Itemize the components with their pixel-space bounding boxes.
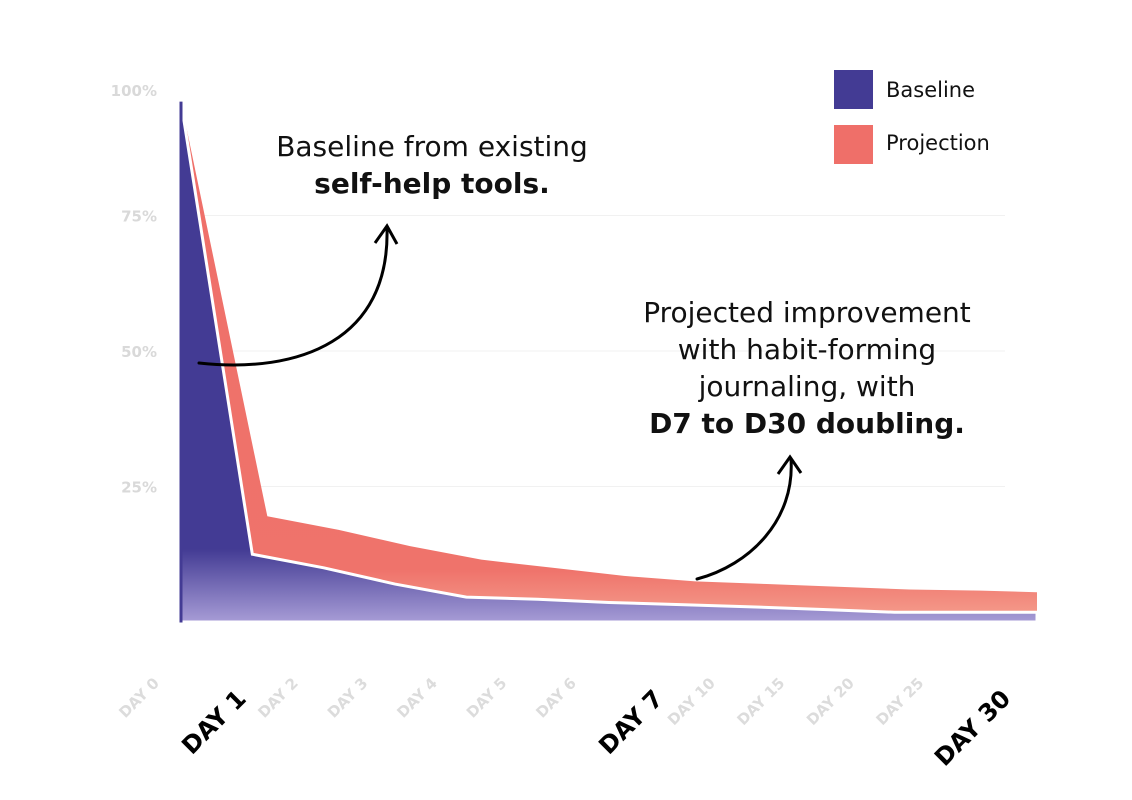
x-tick-label: DAY 1 xyxy=(176,684,251,759)
x-tick-label: DAY 4 xyxy=(393,674,440,721)
x-tick-label: DAY 7 xyxy=(593,684,668,759)
series-area-baseline xyxy=(179,101,1039,624)
projection-annotation-line-1: Projected improvement xyxy=(643,296,971,329)
gridlines xyxy=(181,215,1005,487)
baseline-annotation-bold: self-help tools. xyxy=(314,167,550,200)
baseline-annotation: Baseline from existing self-help tools. xyxy=(232,128,632,202)
y-axis: 25% 50% 75% 100% xyxy=(111,82,157,497)
y-tick-label: 100% xyxy=(111,82,157,100)
y-tick-label: 25% xyxy=(121,479,157,497)
x-tick-label: DAY 10 xyxy=(664,674,719,729)
annotation-arrows xyxy=(197,223,803,581)
x-tick-label: DAY 2 xyxy=(254,674,301,721)
x-tick-label: DAY 15 xyxy=(733,674,788,729)
projection-annotation-bold: D7 to D30 doubling. xyxy=(649,407,965,440)
plot-areas xyxy=(179,101,1039,626)
x-tick-label: DAY 25 xyxy=(872,674,927,729)
legend-swatch-projection xyxy=(834,125,873,164)
projection-annotation-line-3: journaling, with xyxy=(698,370,916,403)
arrow-to-baseline-annotation xyxy=(197,226,389,367)
x-axis: DAY 0 DAY 1 DAY 2 DAY 3 DAY 4 DAY 5 DAY 6 DAY 7… xyxy=(115,674,1016,772)
baseline-annotation-text: Baseline from existing xyxy=(276,130,588,163)
legend: Baseline Projection xyxy=(834,70,990,164)
projection-annotation-line-2: with habit-forming xyxy=(677,333,937,366)
legend-swatch-baseline xyxy=(834,70,873,109)
x-tick-label: DAY 3 xyxy=(324,674,371,721)
x-tick-label: DAY 0 xyxy=(115,674,162,721)
arrow-head-icon xyxy=(776,454,803,475)
legend-label-baseline: Baseline xyxy=(886,78,975,102)
x-tick-label: DAY 6 xyxy=(532,674,579,721)
x-tick-label: DAY 5 xyxy=(463,674,510,721)
y-tick-label: 50% xyxy=(121,343,157,361)
legend-label-projection: Projection xyxy=(886,131,990,155)
arrow-to-projection-annotation xyxy=(695,457,793,581)
y-tick-label: 75% xyxy=(121,208,157,226)
arrow-head-icon xyxy=(373,223,399,245)
projection-annotation: Projected improvement with habit-forming… xyxy=(592,294,1022,442)
x-tick-label: DAY 20 xyxy=(803,674,858,729)
x-tick-label: DAY 30 xyxy=(929,684,1016,771)
